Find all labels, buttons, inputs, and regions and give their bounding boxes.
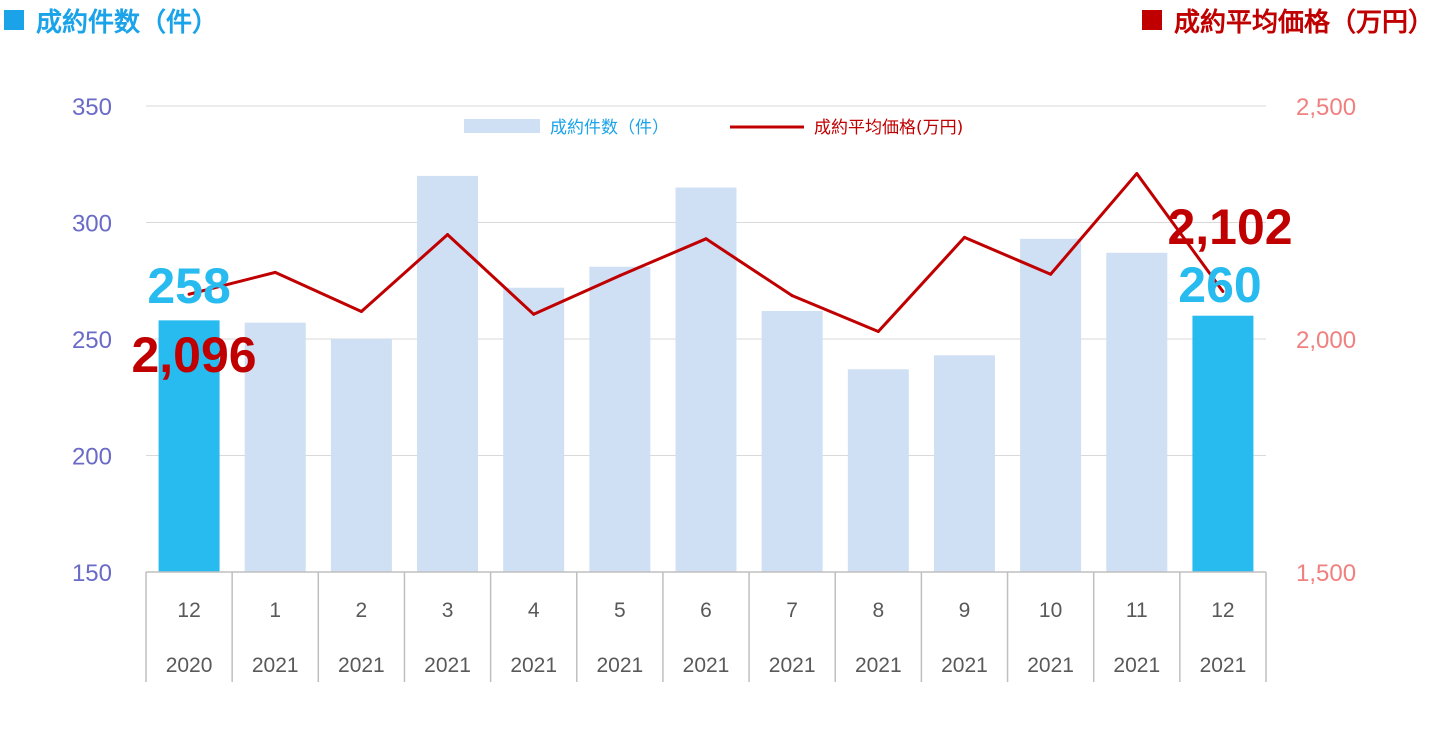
bar-5: [589, 266, 651, 572]
category-month-label: 1: [269, 599, 281, 622]
bar-7: [761, 311, 823, 572]
price-point-6: [704, 237, 708, 241]
data-callout-0: 258: [147, 258, 230, 314]
category-month-label: 6: [700, 599, 712, 622]
category-year-label: 2020: [166, 654, 213, 677]
price-point-10: [1049, 272, 1053, 276]
price-point-9: [962, 235, 966, 239]
category-month-label: 9: [959, 599, 971, 622]
bar-11: [1106, 252, 1168, 573]
category-year-label: 2021: [941, 654, 988, 677]
category-year-label: 2021: [510, 654, 557, 677]
price-point-0: [187, 292, 191, 296]
price-point-2: [359, 310, 363, 314]
category-month-label: 7: [786, 599, 798, 622]
left-tick-label: 200: [72, 444, 112, 471]
bar-0: [158, 320, 220, 572]
bar-12: [1192, 315, 1254, 572]
data-callout-1: 2,096: [131, 327, 256, 383]
right-title-text: 成約平均価格（万円）: [1173, 8, 1434, 38]
category-month-label: 3: [442, 599, 454, 622]
category-year-label: 2021: [769, 654, 816, 677]
category-month-label: 12: [177, 599, 200, 622]
category-year-label: 2021: [1027, 654, 1074, 677]
category-year-label: 2021: [683, 654, 730, 677]
category-month-label: 5: [614, 599, 626, 622]
data-callout-3: 260: [1178, 257, 1261, 313]
right-axis-title: 成約平均価格（万円）: [1141, 2, 1434, 39]
left-tick-label: 350: [72, 94, 112, 121]
bar-10: [1020, 238, 1082, 572]
legend-bar-swatch: [464, 119, 540, 133]
left-tick-label: 300: [72, 211, 112, 238]
left-axis-title: 成約件数（件）: [4, 2, 218, 39]
price-point-8: [876, 330, 880, 334]
left-tick-label: 250: [72, 327, 112, 354]
category-year-label: 2021: [1200, 654, 1247, 677]
category-year-label: 2021: [252, 654, 299, 677]
right-tick-label: 2,500: [1296, 94, 1356, 121]
price-point-3: [446, 233, 450, 237]
price-point-5: [618, 274, 622, 278]
left-tick-label: 150: [72, 560, 112, 587]
price-square-icon: [1141, 10, 1162, 30]
price-point-11: [1135, 172, 1139, 176]
category-year-label: 2021: [1113, 654, 1160, 677]
bar-3: [417, 175, 479, 572]
price-point-1: [273, 270, 277, 274]
count-square-icon: [4, 10, 24, 30]
bar-1: [244, 322, 306, 572]
category-month-label: 12: [1211, 599, 1234, 622]
category-month-label: 2: [356, 599, 368, 622]
category-month-label: 11: [1126, 599, 1148, 622]
bar-4: [503, 287, 565, 572]
category-year-label: 2021: [338, 654, 385, 677]
bar-2: [330, 339, 392, 572]
bar-8: [847, 369, 909, 572]
category-year-label: 2021: [424, 654, 471, 677]
left-title-text: 成約件数（件）: [36, 8, 219, 38]
right-tick-label: 2,000: [1296, 327, 1356, 354]
category-month-label: 8: [872, 599, 884, 622]
category-month-label: 10: [1039, 599, 1062, 622]
category-month-label: 4: [528, 599, 540, 622]
right-tick-label: 1,500: [1296, 560, 1356, 587]
data-callout-2: 2,102: [1167, 199, 1292, 255]
bar-6: [675, 187, 737, 573]
price-point-12: [1221, 289, 1225, 293]
category-year-label: 2021: [855, 654, 902, 677]
bar-9: [933, 355, 995, 572]
legend-bar-label: 成約件数（件）: [550, 118, 669, 138]
price-point-4: [532, 312, 536, 316]
category-year-label: 2021: [596, 654, 643, 677]
price-point-7: [790, 294, 794, 298]
legend-line-label: 成約平均価格(万円): [814, 118, 963, 138]
